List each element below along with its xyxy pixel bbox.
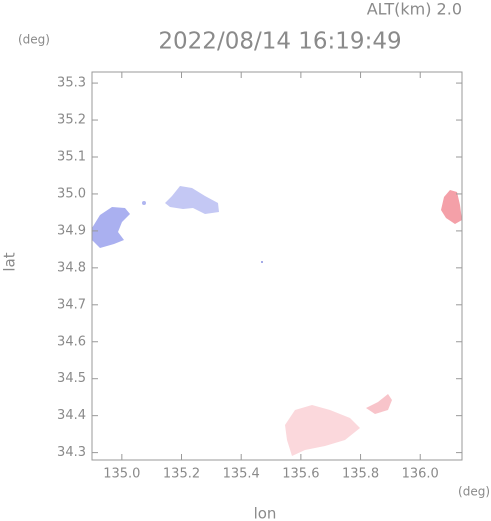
y-tick-label: 34.6 — [57, 334, 86, 349]
x-axis-label: lon — [254, 505, 277, 521]
y-tick-label: 35.3 — [57, 76, 86, 91]
x-tick-label: 135.8 — [342, 467, 379, 482]
x-unit: (deg) — [458, 485, 490, 499]
y-tick-label: 35.2 — [57, 113, 86, 128]
chart-title: 2022/08/14 16:19:49 — [158, 29, 401, 55]
x-tick-label: 135.0 — [103, 467, 140, 482]
subtitle: ALT(km) 2.0 — [367, 0, 462, 19]
y-tick-label: 34.9 — [57, 223, 86, 238]
plot-frame — [91, 71, 463, 461]
y-tick-label: 35.1 — [57, 149, 86, 164]
x-tick-label: 136.0 — [402, 467, 439, 482]
blob — [441, 190, 462, 224]
y-tick-label: 34.3 — [57, 445, 86, 460]
y-unit: (deg) — [18, 33, 50, 47]
blob — [366, 394, 392, 414]
blob — [165, 186, 219, 214]
x-tick-label: 135.4 — [223, 467, 260, 482]
y-tick-label: 35.0 — [57, 186, 86, 201]
x-tick-label: 135.2 — [163, 467, 200, 482]
echo-blobs — [92, 186, 462, 456]
y-tick-label: 34.7 — [57, 297, 86, 312]
blob — [92, 207, 130, 248]
x-tick-label: 135.6 — [282, 467, 319, 482]
blob — [285, 405, 360, 456]
y-tick-label: 34.8 — [57, 260, 86, 275]
blob — [261, 261, 263, 263]
y-tick-label: 34.5 — [57, 371, 86, 386]
blob — [142, 201, 146, 205]
y-axis-label: lat — [1, 252, 19, 271]
y-tick-label: 34.4 — [57, 408, 86, 423]
